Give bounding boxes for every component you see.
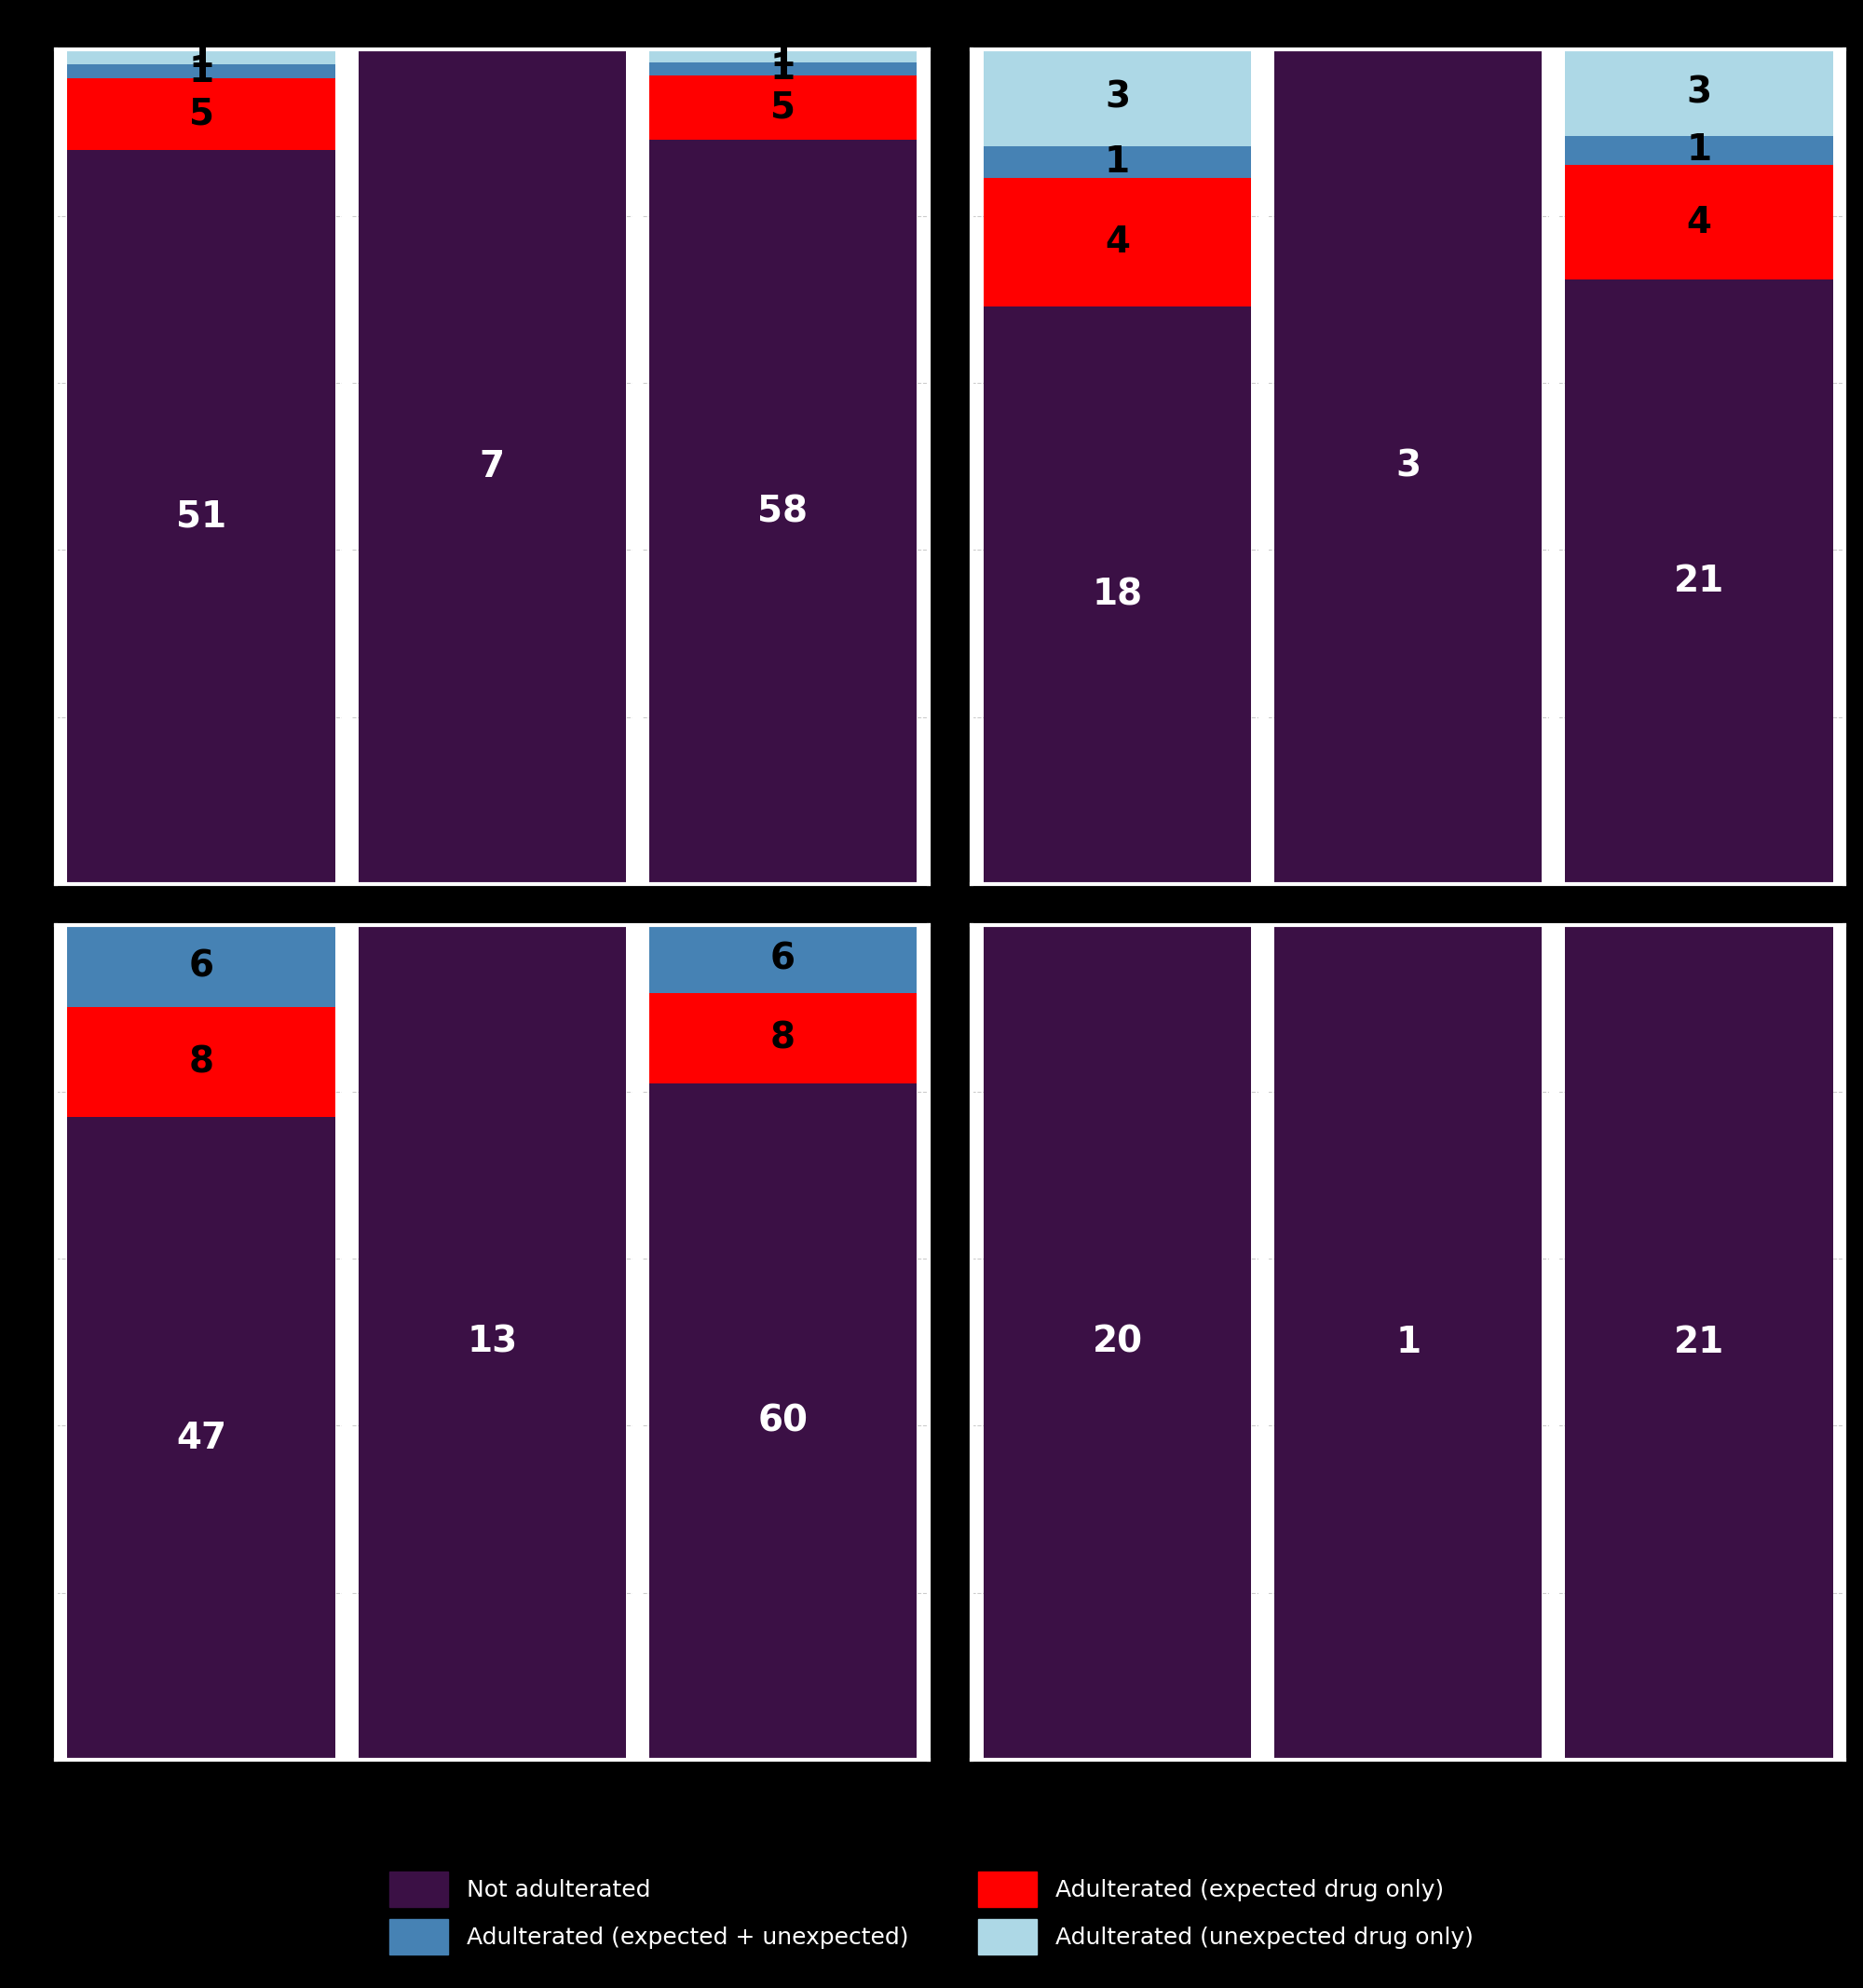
Bar: [984, 924, 1252, 1759]
Bar: [648, 139, 917, 885]
Text: 8: 8: [769, 1020, 796, 1056]
Text: 1: 1: [1395, 1324, 1421, 1360]
Bar: [67, 1008, 335, 1117]
Bar: [1565, 280, 1833, 885]
Bar: [648, 76, 917, 139]
Text: 5: 5: [188, 97, 214, 131]
Text: 3: 3: [1686, 76, 1712, 111]
Text: 60: 60: [758, 1404, 809, 1439]
Text: 20: 20: [1092, 1324, 1142, 1360]
Text: 4: 4: [1686, 205, 1712, 241]
Legend: Not adulterated, Adulterated (expected + unexpected), Adulterated (expected drug: Not adulterated, Adulterated (expected +…: [378, 1859, 1485, 1966]
Bar: [984, 179, 1252, 306]
Text: 58: 58: [758, 493, 809, 529]
Text: 18: 18: [1092, 577, 1142, 612]
Bar: [648, 994, 917, 1083]
Bar: [984, 50, 1252, 145]
Text: 3: 3: [1105, 80, 1131, 115]
Text: 6: 6: [188, 948, 214, 984]
Bar: [67, 924, 335, 1008]
Text: 1: 1: [188, 54, 214, 89]
Text: 1: 1: [769, 38, 796, 74]
Bar: [358, 50, 626, 885]
Bar: [1274, 924, 1543, 1759]
Bar: [67, 64, 335, 78]
Text: 7: 7: [479, 449, 505, 485]
Text: 6: 6: [769, 942, 796, 976]
Text: 13: 13: [468, 1324, 518, 1360]
Text: 4: 4: [1105, 225, 1131, 260]
Text: 1: 1: [1105, 145, 1131, 179]
Text: 5: 5: [769, 89, 796, 125]
Bar: [648, 62, 917, 76]
Bar: [984, 145, 1252, 179]
Text: 3: 3: [1395, 449, 1421, 485]
Bar: [648, 1083, 917, 1759]
Bar: [984, 306, 1252, 885]
Bar: [67, 78, 335, 151]
Bar: [648, 50, 917, 62]
Bar: [648, 924, 917, 994]
Text: 1: 1: [769, 52, 796, 87]
Bar: [1565, 165, 1833, 280]
Bar: [1565, 135, 1833, 165]
Text: 1: 1: [188, 40, 214, 76]
Text: 51: 51: [177, 499, 227, 535]
Bar: [1565, 924, 1833, 1759]
Text: 21: 21: [1673, 1324, 1725, 1360]
Bar: [1565, 50, 1833, 135]
Text: 21: 21: [1673, 565, 1725, 600]
Text: 8: 8: [188, 1044, 214, 1079]
Text: 47: 47: [177, 1419, 227, 1455]
Bar: [67, 50, 335, 64]
Bar: [67, 1117, 335, 1759]
Bar: [358, 924, 626, 1759]
Bar: [67, 151, 335, 885]
Text: 1: 1: [1686, 133, 1712, 169]
Bar: [1274, 50, 1543, 885]
